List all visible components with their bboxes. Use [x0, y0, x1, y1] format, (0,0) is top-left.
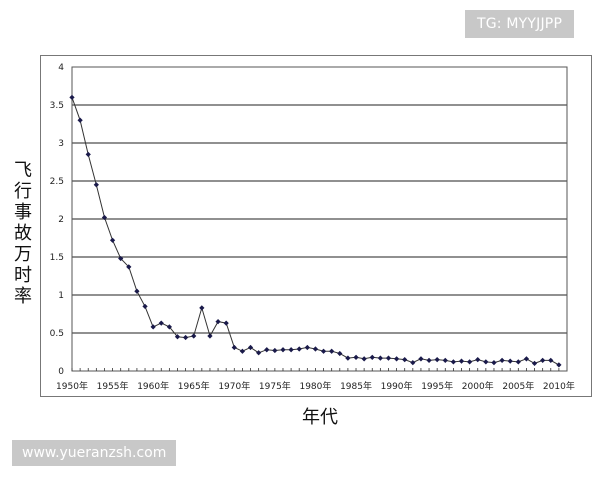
data-point: [426, 357, 432, 363]
data-point: [134, 288, 140, 294]
data-point: [191, 333, 197, 339]
data-point: [418, 356, 424, 362]
data-point: [450, 359, 457, 365]
data-point: [231, 344, 237, 351]
data-point: [507, 358, 513, 364]
data-point: [142, 303, 148, 310]
data-point: [126, 264, 132, 270]
data-point: [410, 360, 416, 366]
data-point: [109, 237, 116, 243]
y-axis-label: 飞行事故万时率: [14, 160, 32, 307]
data-point: [247, 344, 254, 351]
data-point: [548, 357, 554, 363]
watermark-top: TG: MYYJJPP: [465, 10, 575, 38]
data-point: [434, 356, 440, 363]
y-tick-label: 0.5: [50, 329, 64, 339]
data-point: [199, 305, 205, 311]
data-point: [264, 347, 270, 353]
data-point: [77, 117, 83, 123]
x-tick-label: 1995年: [421, 380, 453, 392]
y-tick-label: 2.5: [50, 177, 64, 187]
x-tick-label: 2000年: [462, 380, 494, 392]
chart-frame: [40, 55, 592, 397]
data-point: [523, 356, 530, 362]
data-point: [150, 324, 156, 330]
data-point: [499, 357, 505, 363]
data-point: [239, 348, 246, 354]
data-point: [361, 356, 367, 362]
y-tick-label: 4: [58, 63, 64, 73]
data-point: [458, 358, 465, 364]
data-point: [353, 354, 359, 360]
x-tick-label: 1960年: [137, 380, 169, 392]
data-point: [393, 356, 400, 362]
y-tick-label: 3.5: [50, 101, 64, 111]
data-point: [304, 344, 310, 351]
plot-area-border: [71, 66, 568, 372]
data-point: [442, 357, 448, 363]
data-point: [329, 348, 335, 354]
x-tick-label: 1950年: [56, 380, 88, 392]
data-point: [118, 255, 124, 262]
x-tick-label: 2010年: [543, 380, 575, 392]
series-line: [71, 97, 560, 366]
data-point: [207, 333, 213, 339]
y-tick-label: 3: [58, 139, 64, 149]
y-tick-label: 2: [58, 215, 64, 225]
data-point: [288, 347, 294, 353]
data-point: [158, 320, 164, 326]
x-tick-label: 2005年: [502, 380, 534, 392]
data-point: [256, 350, 262, 356]
x-tick-label: 1980年: [299, 380, 331, 392]
data-point: [93, 182, 99, 188]
data-point: [215, 318, 221, 325]
data-point: [69, 94, 75, 101]
x-tick-label: 1970年: [218, 380, 250, 392]
watermark-bottom: www.yueranzsh.com: [12, 440, 177, 466]
data-point: [223, 320, 229, 326]
x-axis-label: 年代: [302, 407, 338, 428]
x-tick-label: 1990年: [381, 380, 413, 392]
x-tick-label: 1985年: [340, 380, 372, 392]
data-point: [272, 347, 278, 354]
data-point: [174, 334, 181, 340]
data-point: [101, 214, 108, 221]
x-tick-label: 1965年: [178, 380, 210, 392]
data-point: [85, 151, 91, 158]
y-tick-label: 1: [58, 291, 64, 301]
data-point: [483, 359, 489, 365]
data-point: [312, 346, 319, 352]
y-tick-label: 1.5: [50, 253, 64, 263]
data-point: [369, 354, 375, 360]
data-point: [466, 359, 473, 365]
data-point: [515, 359, 521, 365]
data-point: [377, 355, 383, 361]
data-point: [296, 346, 302, 352]
data-point: [385, 355, 392, 361]
x-tick-label: 1975年: [259, 380, 291, 392]
data-point: [491, 360, 497, 366]
data-point: [475, 356, 481, 363]
data-point: [166, 324, 173, 330]
y-tick-label: 0: [58, 367, 64, 377]
data-point: [531, 360, 538, 367]
data-point: [320, 348, 327, 354]
data-point: [280, 347, 286, 353]
data-point: [345, 355, 351, 361]
data-point: [402, 356, 408, 363]
data-point: [540, 357, 546, 363]
data-point: [182, 334, 189, 341]
x-tick-label: 1955年: [97, 380, 129, 392]
data-point: [556, 362, 562, 368]
data-point: [337, 350, 343, 357]
